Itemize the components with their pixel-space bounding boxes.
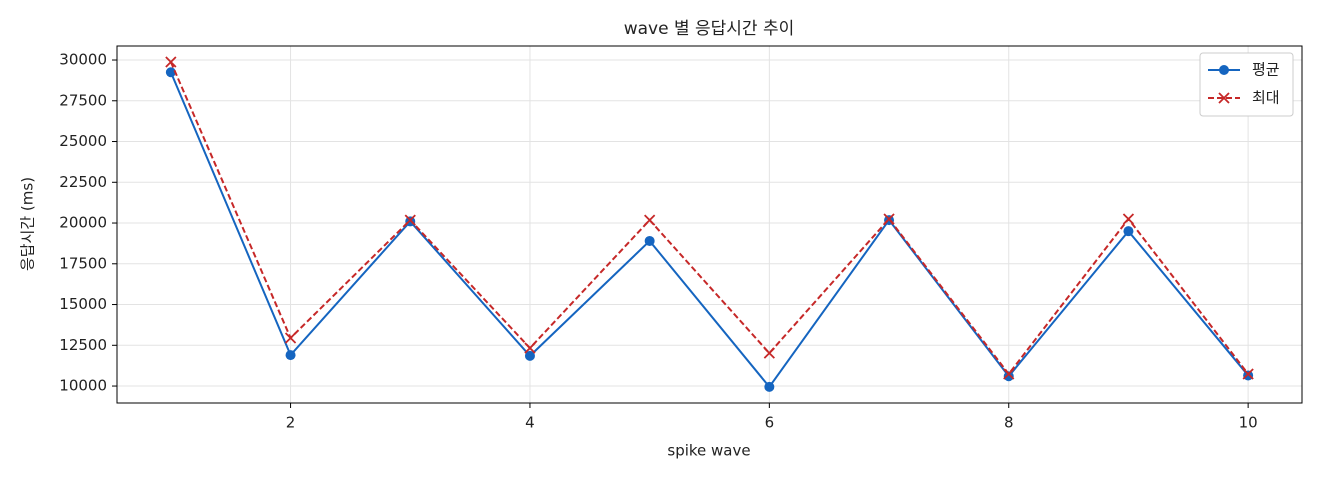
chart-title: wave 별 응답시간 추이 [624,19,795,39]
y-axis-label: 응답시간 (ms) [19,177,37,271]
x-axis-label: spike wave [667,442,750,460]
series-line [169,71,1249,389]
y-tick-label: 22500 [59,173,107,191]
y-tick-label: 12500 [59,336,107,354]
data-point [285,350,296,361]
data-point [1122,213,1135,225]
x-tick-label: 4 [525,414,535,432]
y-tick-label: 17500 [59,254,107,272]
data-point [165,67,176,78]
data-point [1243,370,1254,381]
y-tick-label: 10000 [59,377,107,395]
data-point [763,347,775,359]
data-point [524,350,535,361]
legend-marker [1219,65,1229,75]
data-point [1003,368,1015,380]
data-point [1123,226,1134,237]
data-point [764,381,775,392]
legend-label: 최대 [1252,89,1280,107]
y-tick-label: 15000 [59,295,107,313]
data-point [1003,371,1014,382]
x-tick-label: 8 [1004,414,1014,432]
x-tick-label: 10 [1239,414,1258,432]
y-tick-label: 30000 [59,51,107,69]
series-line [169,61,1249,376]
data-point [284,332,297,344]
legend-marker [1218,92,1230,104]
plot-frame [116,45,1303,404]
x-tick-label: 2 [286,414,296,432]
data-point [165,56,177,68]
data-point [644,214,656,226]
data-point [524,342,536,354]
x-tick-label: 6 [765,414,775,432]
y-tick-label: 20000 [59,214,107,232]
y-tick-label: 25000 [59,132,107,150]
data-point [404,214,416,226]
data-point [1242,368,1254,380]
y-tick-label: 27500 [59,91,107,109]
legend-label: 평균 [1252,61,1280,79]
data-point [883,213,895,225]
data-point [644,235,655,246]
